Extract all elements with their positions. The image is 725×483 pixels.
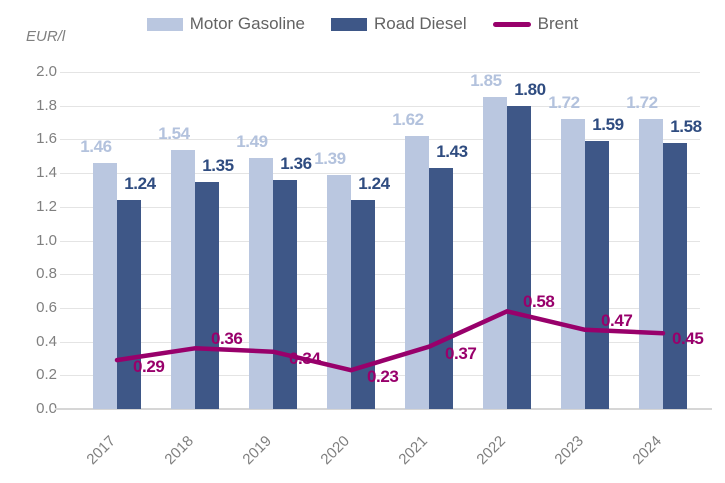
bar-value-label: 1.35	[202, 155, 234, 175]
y-tick-label: 1.6	[36, 130, 57, 148]
grid-line	[60, 105, 700, 107]
grid-line	[60, 240, 700, 242]
y-tick-label: 0.2	[36, 366, 57, 384]
brent-value-label: 0.47	[601, 310, 633, 330]
bar-value-label: 1.62	[392, 110, 424, 130]
bar-motor-gasoline-2020	[327, 174, 351, 409]
bar-road-diesel-2020	[351, 200, 375, 409]
legend-item-road-diesel: Road Diesel	[331, 14, 467, 34]
legend: Motor Gasoline Road Diesel Brent	[0, 14, 725, 34]
y-tick-label: 2.0	[36, 63, 57, 80]
y-tick-label: 1.2	[36, 197, 57, 215]
x-axis-label-2019: 2019	[239, 432, 276, 469]
y-tick-label: 1.8	[36, 96, 57, 114]
y-tick-label: 1.4	[36, 164, 57, 182]
bar-value-label: 1.54	[158, 123, 190, 143]
grid-line	[60, 206, 700, 208]
bar-swatch-icon	[331, 17, 368, 31]
bar-road-diesel-2018	[195, 181, 219, 409]
x-axis-label-2022: 2022	[473, 432, 510, 469]
bar-motor-gasoline-2023	[561, 119, 585, 409]
legend-label: Road Diesel	[374, 14, 467, 33]
y-tick-label: 0.4	[36, 332, 57, 350]
bar-value-label: 1.43	[436, 142, 468, 162]
bar-value-label: 1.72	[548, 93, 580, 113]
x-axis-label-2024: 2024	[629, 432, 666, 469]
y-tick-label: 0.8	[36, 265, 57, 283]
x-axis-label-2017: 2017	[83, 432, 120, 469]
bar-motor-gasoline-2021	[405, 136, 429, 409]
x-axis-label-2018: 2018	[161, 432, 198, 469]
grid-line	[60, 307, 700, 309]
grid-line	[60, 139, 700, 141]
brent-value-label: 0.23	[367, 367, 399, 387]
y-tick-label: 1.0	[36, 231, 57, 249]
bar-motor-gasoline-2019	[249, 157, 273, 409]
brent-value-label: 0.37	[445, 343, 477, 363]
bar-road-diesel-2023	[585, 141, 609, 409]
legend-label: Brent	[537, 14, 579, 33]
bar-value-label: 1.49	[236, 131, 268, 151]
brent-value-label: 0.34	[289, 348, 321, 368]
brent-value-label: 0.29	[133, 357, 165, 377]
bar-motor-gasoline-2018	[171, 149, 195, 409]
y-tick-label: 0.6	[36, 298, 57, 316]
brent-value-label: 0.45	[672, 329, 704, 349]
bar-road-diesel-2022	[507, 105, 531, 409]
bar-road-diesel-2017	[117, 200, 141, 409]
bar-road-diesel-2021	[429, 168, 453, 409]
bar-value-label: 1.24	[124, 174, 156, 194]
bar-motor-gasoline-2022	[483, 97, 507, 409]
bar-value-label: 1.72	[626, 93, 658, 113]
bar-value-label: 1.46	[80, 136, 112, 156]
bar-motor-gasoline-2017	[93, 162, 117, 409]
x-axis-line	[55, 408, 712, 410]
bar-road-diesel-2019	[273, 179, 297, 409]
grid-line	[60, 274, 700, 276]
bar-motor-gasoline-2024	[639, 119, 663, 409]
bar-value-label: 1.36	[280, 153, 312, 173]
x-axis-label-2023: 2023	[551, 432, 588, 469]
bar-value-label: 1.59	[592, 115, 624, 135]
legend-item-brent: Brent	[492, 14, 579, 34]
legend-item-motor-gasoline: Motor Gasoline	[146, 14, 306, 34]
brent-value-label: 0.58	[523, 292, 555, 312]
bar-value-label: 1.58	[670, 116, 702, 136]
bar-swatch-icon	[146, 17, 183, 31]
grid-line	[60, 173, 700, 175]
bar-value-label: 1.85	[470, 71, 502, 91]
brent-value-label: 0.36	[211, 329, 243, 349]
y-tick-label: 0.0	[36, 400, 57, 417]
line-swatch-icon	[492, 21, 531, 27]
grid-line	[60, 375, 700, 377]
bar-value-label: 1.80	[514, 79, 546, 99]
legend-label: Motor Gasoline	[189, 14, 306, 33]
y-axis-unit-label: EUR/l	[26, 28, 66, 45]
bar-value-label: 1.24	[358, 174, 390, 194]
grid-line	[60, 72, 700, 73]
bar-value-label: 1.39	[314, 148, 346, 168]
bar-road-diesel-2024	[663, 142, 687, 409]
x-axis-label-2021: 2021	[395, 432, 432, 469]
x-axis-label-2020: 2020	[317, 432, 354, 469]
